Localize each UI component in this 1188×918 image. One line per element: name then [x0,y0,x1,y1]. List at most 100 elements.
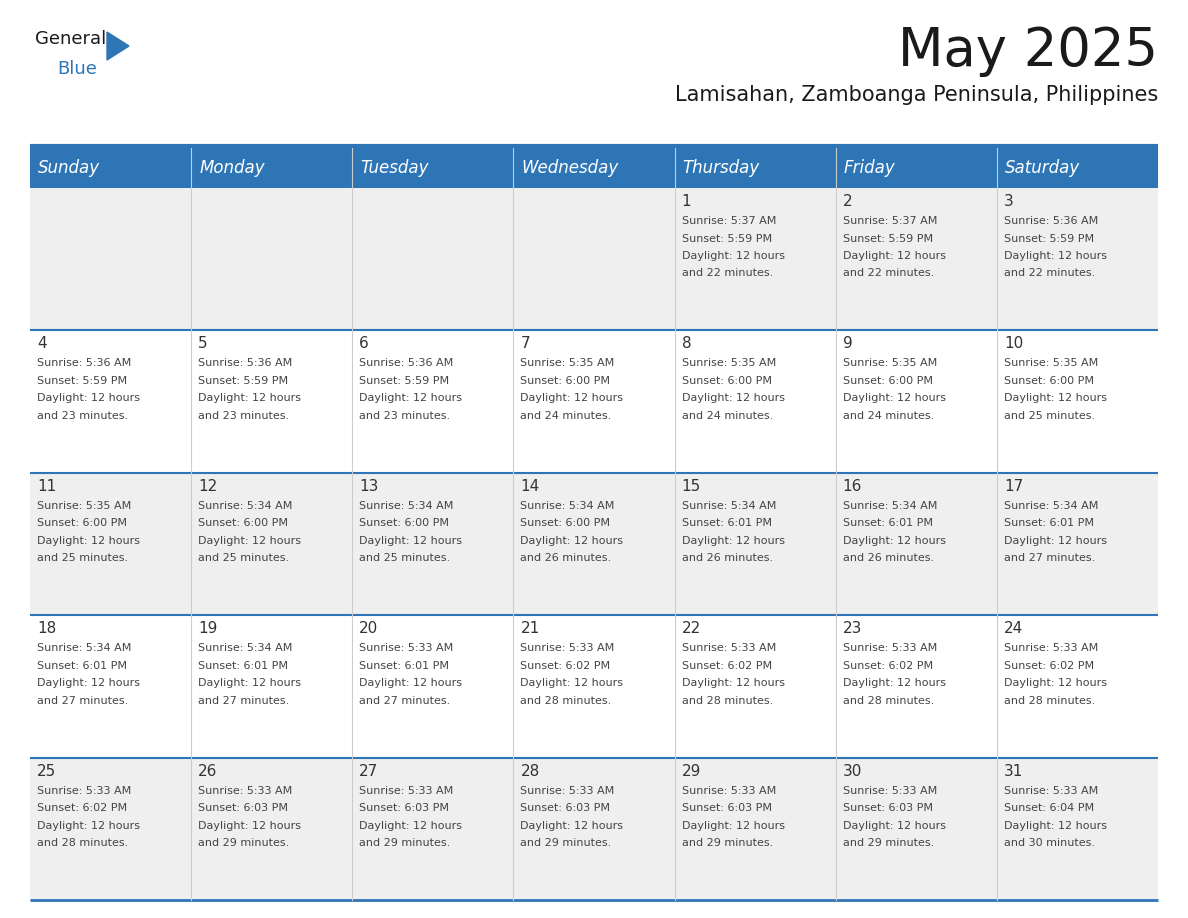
Text: 9: 9 [842,336,853,352]
Text: 16: 16 [842,479,862,494]
Text: Daylight: 12 hours: Daylight: 12 hours [359,536,462,546]
Text: Sunrise: 5:33 AM: Sunrise: 5:33 AM [1004,644,1098,654]
Text: Sunset: 6:02 PM: Sunset: 6:02 PM [37,803,127,813]
Text: Sunset: 5:59 PM: Sunset: 5:59 PM [359,375,449,386]
Text: Sunrise: 5:33 AM: Sunrise: 5:33 AM [359,786,454,796]
Text: and 28 minutes.: and 28 minutes. [682,696,773,706]
Text: Daylight: 12 hours: Daylight: 12 hours [198,678,301,688]
Text: and 28 minutes.: and 28 minutes. [1004,696,1095,706]
Text: and 24 minutes.: and 24 minutes. [520,411,612,420]
Text: Sunset: 6:03 PM: Sunset: 6:03 PM [842,803,933,813]
Text: Sunset: 6:00 PM: Sunset: 6:00 PM [842,375,933,386]
Text: Sunrise: 5:35 AM: Sunrise: 5:35 AM [1004,358,1098,368]
Text: Thursday: Thursday [683,159,760,177]
Text: Sunrise: 5:33 AM: Sunrise: 5:33 AM [37,786,131,796]
Text: Sunset: 6:03 PM: Sunset: 6:03 PM [682,803,771,813]
Text: Daylight: 12 hours: Daylight: 12 hours [37,536,140,546]
Text: Sunrise: 5:34 AM: Sunrise: 5:34 AM [1004,501,1098,510]
Text: Sunrise: 5:34 AM: Sunrise: 5:34 AM [198,644,292,654]
Text: Sunset: 6:00 PM: Sunset: 6:00 PM [198,519,289,528]
Text: Sunrise: 5:33 AM: Sunrise: 5:33 AM [198,786,292,796]
Text: Daylight: 12 hours: Daylight: 12 hours [520,536,624,546]
Text: Sunset: 6:01 PM: Sunset: 6:01 PM [682,519,771,528]
Text: Sunset: 6:03 PM: Sunset: 6:03 PM [198,803,289,813]
Text: Sunrise: 5:34 AM: Sunrise: 5:34 AM [198,501,292,510]
Text: Sunrise: 5:37 AM: Sunrise: 5:37 AM [842,216,937,226]
Text: 23: 23 [842,621,862,636]
Text: and 22 minutes.: and 22 minutes. [682,268,773,278]
Text: 12: 12 [198,479,217,494]
Text: Sunrise: 5:36 AM: Sunrise: 5:36 AM [359,358,454,368]
Text: and 23 minutes.: and 23 minutes. [37,411,128,420]
Text: 27: 27 [359,764,379,778]
Text: 10: 10 [1004,336,1023,352]
Text: and 24 minutes.: and 24 minutes. [842,411,934,420]
Text: Sunrise: 5:35 AM: Sunrise: 5:35 AM [682,358,776,368]
Text: 13: 13 [359,479,379,494]
Text: Sunset: 6:00 PM: Sunset: 6:00 PM [520,519,611,528]
Text: Sunrise: 5:37 AM: Sunrise: 5:37 AM [682,216,776,226]
Text: 20: 20 [359,621,379,636]
Text: 2: 2 [842,194,852,209]
Text: and 27 minutes.: and 27 minutes. [1004,554,1095,564]
Text: 30: 30 [842,764,862,778]
Text: Sunrise: 5:34 AM: Sunrise: 5:34 AM [520,501,615,510]
Text: and 29 minutes.: and 29 minutes. [359,838,450,848]
Text: Sunset: 5:59 PM: Sunset: 5:59 PM [682,233,772,243]
Text: Sunday: Sunday [38,159,100,177]
Text: Tuesday: Tuesday [360,159,429,177]
Text: and 25 minutes.: and 25 minutes. [37,554,128,564]
Text: and 27 minutes.: and 27 minutes. [198,696,290,706]
FancyBboxPatch shape [30,330,1158,473]
Text: 3: 3 [1004,194,1013,209]
Text: Sunrise: 5:33 AM: Sunrise: 5:33 AM [682,644,776,654]
Text: Sunset: 6:01 PM: Sunset: 6:01 PM [842,519,933,528]
Text: Daylight: 12 hours: Daylight: 12 hours [37,394,140,403]
Text: Sunrise: 5:35 AM: Sunrise: 5:35 AM [37,501,131,510]
Text: and 22 minutes.: and 22 minutes. [1004,268,1095,278]
Text: May 2025: May 2025 [898,25,1158,77]
Text: Sunrise: 5:33 AM: Sunrise: 5:33 AM [842,786,937,796]
Text: Daylight: 12 hours: Daylight: 12 hours [682,251,784,261]
FancyBboxPatch shape [30,757,1158,900]
Text: Daylight: 12 hours: Daylight: 12 hours [37,678,140,688]
Text: Daylight: 12 hours: Daylight: 12 hours [520,678,624,688]
Text: Sunrise: 5:36 AM: Sunrise: 5:36 AM [198,358,292,368]
Text: 21: 21 [520,621,539,636]
Text: Sunset: 6:02 PM: Sunset: 6:02 PM [520,661,611,671]
Text: 28: 28 [520,764,539,778]
Text: Daylight: 12 hours: Daylight: 12 hours [520,394,624,403]
Text: Daylight: 12 hours: Daylight: 12 hours [682,394,784,403]
Text: Sunset: 6:02 PM: Sunset: 6:02 PM [842,661,933,671]
Text: Sunset: 5:59 PM: Sunset: 5:59 PM [37,375,127,386]
Text: and 29 minutes.: and 29 minutes. [520,838,612,848]
Text: 31: 31 [1004,764,1023,778]
Text: Sunset: 6:03 PM: Sunset: 6:03 PM [520,803,611,813]
Text: 6: 6 [359,336,369,352]
FancyBboxPatch shape [30,188,1158,330]
Text: Daylight: 12 hours: Daylight: 12 hours [37,821,140,831]
Text: Daylight: 12 hours: Daylight: 12 hours [359,394,462,403]
Text: Sunrise: 5:33 AM: Sunrise: 5:33 AM [520,644,614,654]
Text: 15: 15 [682,479,701,494]
Text: Sunrise: 5:33 AM: Sunrise: 5:33 AM [359,644,454,654]
Text: Daylight: 12 hours: Daylight: 12 hours [682,821,784,831]
Text: 11: 11 [37,479,56,494]
Text: and 29 minutes.: and 29 minutes. [198,838,290,848]
Text: 5: 5 [198,336,208,352]
Text: Sunset: 6:00 PM: Sunset: 6:00 PM [682,375,771,386]
Text: Sunrise: 5:36 AM: Sunrise: 5:36 AM [37,358,131,368]
Text: Sunset: 6:01 PM: Sunset: 6:01 PM [37,661,127,671]
Text: Daylight: 12 hours: Daylight: 12 hours [1004,251,1107,261]
Text: 7: 7 [520,336,530,352]
Text: and 25 minutes.: and 25 minutes. [359,554,450,564]
Text: Sunset: 5:59 PM: Sunset: 5:59 PM [1004,233,1094,243]
Text: and 25 minutes.: and 25 minutes. [1004,411,1095,420]
Text: Daylight: 12 hours: Daylight: 12 hours [842,394,946,403]
Text: Sunset: 6:01 PM: Sunset: 6:01 PM [359,661,449,671]
Text: Daylight: 12 hours: Daylight: 12 hours [359,821,462,831]
Text: General: General [34,30,106,48]
Text: Monday: Monday [200,159,265,177]
Text: 22: 22 [682,621,701,636]
Text: and 22 minutes.: and 22 minutes. [842,268,934,278]
